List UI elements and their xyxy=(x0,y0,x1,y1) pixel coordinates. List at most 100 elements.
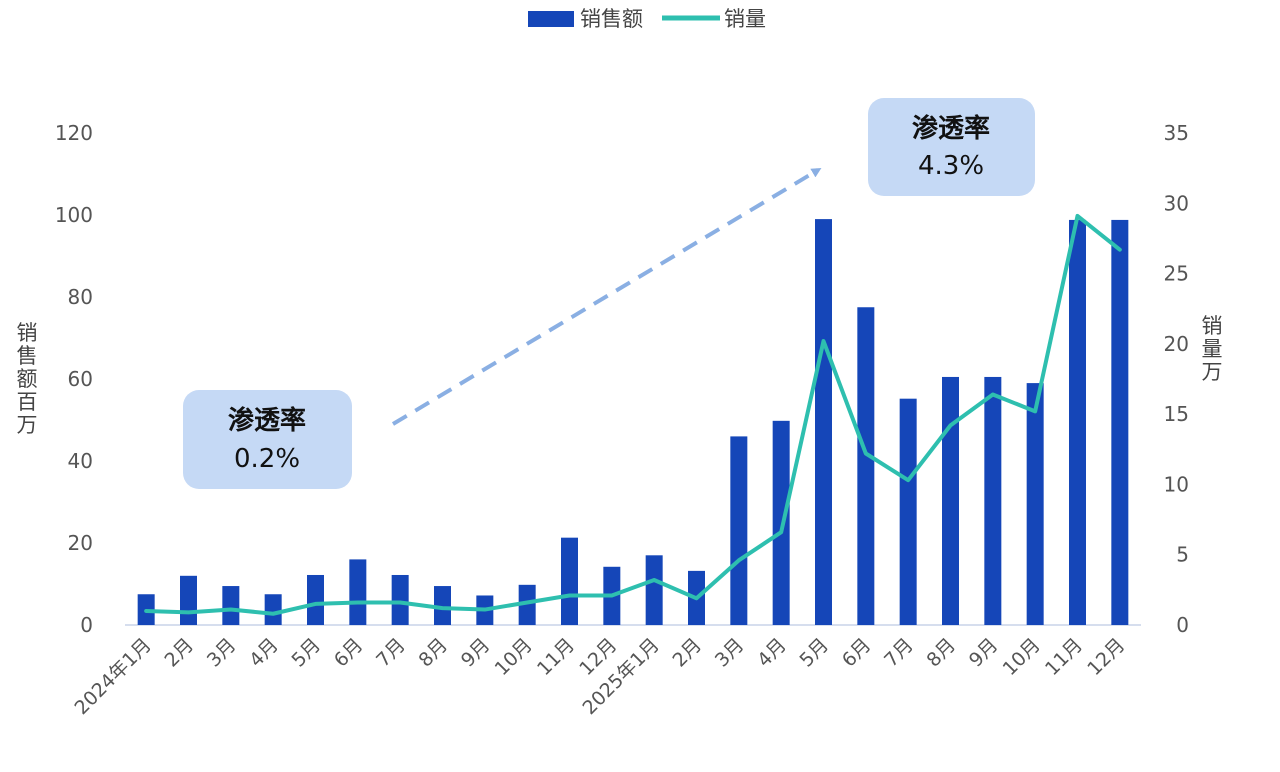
line-point xyxy=(525,601,529,605)
right-tick-label: 25 xyxy=(1164,262,1189,286)
right-axis-ticks: 0 5 10 15 20 25 30 35 xyxy=(1164,121,1189,637)
left-axis-title-char: 万 xyxy=(17,413,38,437)
bar xyxy=(518,584,536,625)
x-tick-label: 9月 xyxy=(965,634,1003,672)
bar xyxy=(984,376,1002,625)
left-axis-title-char: 额 xyxy=(17,367,38,391)
line-point xyxy=(991,392,995,396)
x-tick-label: 8月 xyxy=(922,634,960,672)
x-tick-label: 6月 xyxy=(330,634,368,672)
x-tick-label: 5月 xyxy=(795,634,833,672)
left-tick-label: 100 xyxy=(55,203,93,227)
line-point xyxy=(441,606,444,610)
bar xyxy=(857,307,875,625)
line-point xyxy=(1118,248,1122,252)
callout-label: 渗透率 xyxy=(912,113,990,144)
callout-penetration-2025: 渗透率 4.3% xyxy=(868,98,1035,196)
x-tick-label: 2月 xyxy=(160,634,198,672)
callout-penetration-2024: 渗透率 0.2% xyxy=(183,390,352,489)
x-tick-label: 11月 xyxy=(1041,634,1087,680)
line-point xyxy=(568,593,571,597)
line-point xyxy=(483,608,487,612)
right-axis-title-char: 销 xyxy=(1202,314,1223,338)
right-tick-label: 5 xyxy=(1176,543,1189,567)
line-path xyxy=(144,213,1122,616)
right-tick-label: 0 xyxy=(1176,613,1189,637)
x-tick-label: 5月 xyxy=(287,634,325,672)
x-tick-label: 7月 xyxy=(880,634,918,672)
left-axis-title-char: 百 xyxy=(17,390,38,414)
x-tick-label: 3月 xyxy=(711,634,749,672)
left-tick-label: 80 xyxy=(68,285,93,309)
line-point xyxy=(229,608,233,612)
line-point xyxy=(737,558,741,562)
x-tick-label: 12月 xyxy=(1083,634,1129,680)
x-tick-label: 11月 xyxy=(533,634,579,680)
right-tick-label: 15 xyxy=(1164,402,1189,426)
legend-label-sales: 销售额 xyxy=(580,7,643,31)
left-axis-title-char: 销 xyxy=(17,321,38,345)
right-tick-label: 20 xyxy=(1164,332,1189,356)
line-point xyxy=(695,596,698,600)
line-series-volume xyxy=(144,213,1122,616)
line-point xyxy=(1033,409,1037,413)
bar xyxy=(899,398,917,625)
bar-series-sales xyxy=(137,219,1129,626)
bar xyxy=(645,555,663,625)
right-tick-label: 30 xyxy=(1164,191,1189,215)
callout-box xyxy=(183,390,352,489)
callout-value: 4.3% xyxy=(918,151,984,181)
left-tick-label: 60 xyxy=(68,367,93,391)
left-tick-label: 40 xyxy=(68,449,93,473)
right-tick-label: 10 xyxy=(1164,472,1189,496)
bar xyxy=(222,586,240,625)
line-point xyxy=(822,339,825,343)
bar xyxy=(942,376,959,625)
x-tick-label: 8月 xyxy=(414,634,452,672)
x-tick-label: 3月 xyxy=(203,634,241,672)
left-axis-ticks: 0 20 40 60 80 100 120 xyxy=(55,121,93,637)
right-axis-title: 销量万 xyxy=(1202,314,1223,384)
bar xyxy=(561,537,578,625)
line-point xyxy=(906,478,910,482)
left-tick-label: 120 xyxy=(55,121,93,145)
bar xyxy=(730,436,748,625)
right-axis-title-char: 万 xyxy=(1202,360,1223,384)
line-point xyxy=(398,601,402,605)
bar xyxy=(1111,219,1129,626)
callout-value: 0.2% xyxy=(234,444,300,474)
left-axis-title-char: 售 xyxy=(17,344,38,368)
legend: 销售额 销量 xyxy=(528,7,766,31)
x-tick-label: 6月 xyxy=(838,634,876,672)
left-tick-label: 0 xyxy=(80,613,93,637)
callout-box xyxy=(868,98,1035,196)
line-point xyxy=(271,612,275,616)
legend-swatch-bar xyxy=(528,11,574,27)
line-point xyxy=(779,530,783,534)
bar xyxy=(180,575,197,625)
bar xyxy=(434,586,451,625)
line-point xyxy=(949,423,952,427)
x-tick-label: 4月 xyxy=(753,634,791,672)
line-point xyxy=(144,609,148,613)
legend-label-volume: 销量 xyxy=(724,7,766,31)
right-axis-title-char: 量 xyxy=(1202,337,1223,361)
bar xyxy=(815,219,832,625)
bar xyxy=(1069,219,1086,626)
bar xyxy=(1026,383,1044,625)
right-tick-label: 35 xyxy=(1164,121,1189,145)
line-point xyxy=(356,601,360,605)
line-point xyxy=(314,602,317,606)
x-tick-label: 4月 xyxy=(245,634,283,672)
x-tick-label: 2024年1月 xyxy=(71,634,156,719)
x-tick-label: 9月 xyxy=(457,634,495,672)
bar xyxy=(264,594,282,625)
trend-arrow xyxy=(391,167,822,426)
line-point xyxy=(864,452,868,456)
x-tick-label: 2月 xyxy=(668,634,706,672)
bar xyxy=(349,559,367,625)
left-tick-label: 20 xyxy=(68,531,93,555)
